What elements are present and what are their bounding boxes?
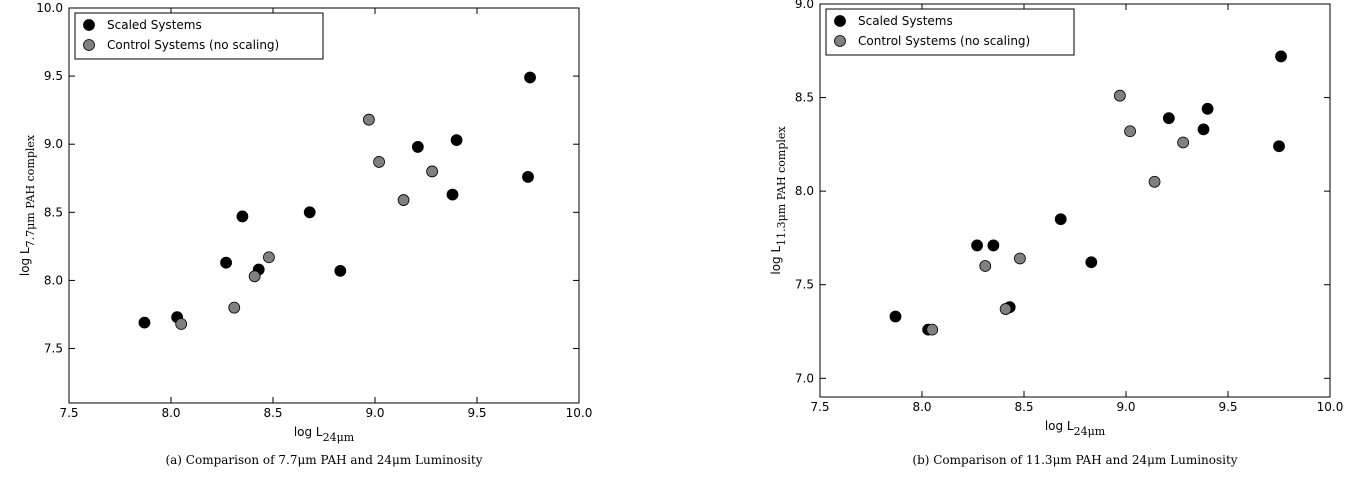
point (1162, 112, 1175, 125)
point (1275, 50, 1287, 63)
y-label-main: log L (769, 246, 783, 275)
point (1054, 213, 1067, 226)
x-tick-label: 8.5 (263, 406, 282, 420)
point (1148, 175, 1161, 188)
legend-label: Scaled Systems (107, 18, 202, 32)
x-tick-label: 9.5 (1218, 400, 1237, 414)
x-tick-label: 8.5 (1014, 400, 1033, 414)
point (303, 206, 316, 219)
y-axis-label: log L7.7μm PAH complex (18, 134, 37, 276)
point (1085, 256, 1098, 269)
y-tick-label: 7.0 (795, 371, 814, 385)
x-label-main: log L (294, 425, 323, 439)
point (236, 210, 249, 223)
x-tick-label: 10.0 (1317, 400, 1344, 414)
y-tick-label: 7.5 (795, 278, 814, 292)
caption: (a) Comparison of 7.7μm PAH and 24μm Lum… (165, 453, 482, 467)
point (248, 270, 261, 283)
x-tick-label: 8.0 (912, 400, 931, 414)
point (1124, 125, 1136, 138)
legend: Scaled Systems Control Systems (no scalin… (825, 8, 1075, 56)
y-tick-label: 8.0 (795, 184, 814, 198)
point (220, 256, 232, 269)
x-tick-label: 9.0 (1116, 400, 1135, 414)
legend-label: Control Systems (no scaling) (107, 38, 279, 52)
point (524, 71, 536, 84)
x-label-sub: 24μm (1074, 425, 1106, 438)
point (450, 134, 463, 147)
point (426, 165, 439, 178)
axes-frame (819, 3, 1331, 398)
point (138, 316, 151, 329)
legend-box (825, 8, 1075, 56)
point (1201, 102, 1214, 115)
caption: (b) Comparison of 11.3μm PAH and 24μm Lu… (912, 453, 1237, 467)
point (889, 310, 902, 323)
point (1113, 89, 1126, 102)
point (926, 323, 939, 336)
y-tick-label: 7.5 (44, 342, 63, 356)
x-tick-label: 9.5 (467, 406, 486, 420)
y-axis-label: log L11.3μm PAH complex (769, 126, 788, 275)
y-label-main: log L (18, 247, 32, 276)
y-label-sub: 7.7μm PAH complex (24, 134, 37, 247)
point (397, 194, 410, 206)
legend-marker (834, 35, 846, 47)
point (263, 251, 275, 264)
x-tick-label: 10.0 (566, 406, 593, 420)
legend-label: Scaled Systems (858, 14, 953, 28)
x-tick-label: 7.5 (810, 400, 829, 414)
legend-marker (83, 19, 95, 31)
legend-marker (83, 39, 95, 51)
y-tick-label: 9.5 (44, 69, 63, 83)
x-tick-label: 7.5 (59, 406, 78, 420)
point (971, 239, 983, 252)
point (362, 113, 375, 126)
legend-label: Control Systems (no scaling) (858, 34, 1030, 48)
point (1197, 123, 1210, 136)
point (1273, 140, 1285, 153)
point (1177, 136, 1190, 149)
legend: Scaled Systems Control Systems (no scalin… (74, 12, 324, 60)
y-tick-label: 9.0 (795, 0, 814, 11)
y-tick-label: 8.5 (44, 205, 63, 219)
point (228, 301, 241, 314)
point (411, 141, 424, 153)
x-axis-label: log L24μm (1045, 419, 1106, 438)
point (1014, 252, 1026, 265)
x-tick-label: 9.0 (365, 406, 384, 420)
legend-marker (834, 15, 846, 27)
point (373, 156, 385, 168)
point (175, 318, 188, 330)
point (987, 239, 1000, 252)
point (999, 303, 1012, 315)
point (446, 188, 459, 201)
x-label-main: log L (1045, 419, 1074, 433)
x-tick-label: 8.0 (161, 406, 180, 420)
axes-frame (68, 7, 580, 404)
legend-box (74, 12, 324, 60)
y-label-sub: 11.3μm PAH complex (775, 126, 788, 246)
x-label-sub: 24μm (323, 431, 355, 444)
point (522, 170, 534, 183)
y-tick-label: 8.0 (44, 273, 63, 287)
y-tick-label: 8.5 (795, 91, 814, 105)
y-tick-label: 10.0 (36, 1, 63, 15)
point (334, 264, 347, 277)
x-axis-label: log L24μm (294, 425, 355, 444)
point (979, 260, 992, 272)
y-tick-label: 9.0 (44, 137, 63, 151)
